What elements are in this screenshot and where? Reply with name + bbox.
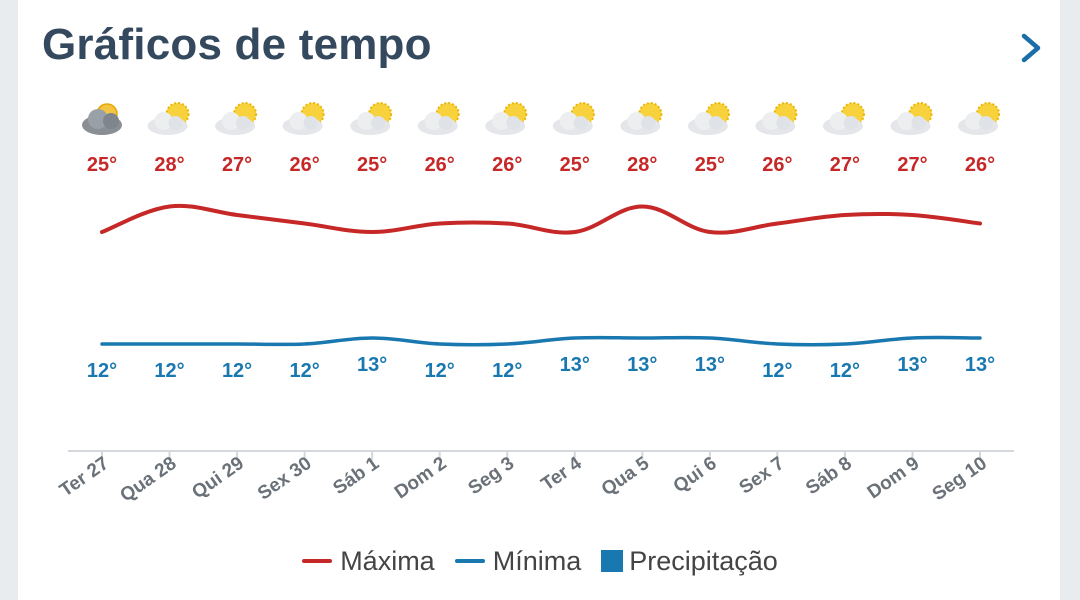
legend-item-max[interactable]: Máxima — [302, 546, 435, 577]
partly-sunny-icon — [687, 102, 730, 135]
legend-swatch-min — [454, 559, 485, 563]
max-temp-label: 25° — [560, 154, 590, 176]
max-series-line — [100, 203, 982, 235]
max-temp-label: 25° — [695, 154, 725, 176]
partly-sunny-icon — [755, 102, 798, 135]
x-tick-label: Qua 28 — [116, 453, 180, 507]
chart-legend: Máxima Mínima Precipitação — [0, 540, 1080, 582]
min-temp-label: 12° — [87, 360, 117, 382]
min-temp-label: 13° — [897, 354, 927, 376]
legend-label-max: Máxima — [340, 545, 435, 576]
x-tick-label: Sex 30 — [254, 453, 315, 505]
chevron-right-icon[interactable] — [1014, 30, 1048, 66]
max-temp-label: 27° — [222, 154, 252, 176]
partly-sunny-icon — [417, 102, 460, 135]
min-temp-label: 13° — [357, 354, 387, 376]
min-temp-label: 12° — [425, 360, 455, 382]
max-temp-label: 28° — [627, 154, 657, 176]
max-temp-label: 26° — [762, 154, 792, 176]
max-temp-label: 26° — [289, 154, 319, 176]
max-temp-label: 27° — [830, 154, 860, 176]
max-temp-label: 26° — [492, 154, 522, 176]
x-tick-label: Sáb 1 — [329, 453, 383, 500]
min-temp-label: 12° — [830, 360, 860, 382]
max-temp-label: 28° — [154, 154, 184, 176]
min-temp-label: 12° — [154, 360, 184, 382]
cloudy-sun-icon — [82, 103, 122, 135]
x-tick-label: Sex 7 — [736, 453, 789, 499]
partly-sunny-icon — [147, 102, 190, 135]
x-tick-label: Dom 9 — [864, 453, 924, 504]
x-tick-label: Qua 5 — [598, 453, 654, 501]
min-temp-label: 12° — [289, 360, 319, 382]
max-temp-label: 26° — [965, 154, 995, 176]
partly-sunny-icon — [215, 102, 258, 135]
min-series-line — [100, 335, 982, 347]
x-tick-label: Dom 2 — [391, 453, 451, 504]
min-temp-label: 13° — [560, 354, 590, 376]
min-temp-label: 13° — [627, 354, 657, 376]
partly-sunny-icon — [890, 102, 933, 135]
page-title: Gráficos de tempo — [42, 20, 432, 69]
legend-item-precip[interactable]: Precipitação — [601, 546, 778, 577]
max-temp-label: 26° — [425, 154, 455, 176]
partly-sunny-icon — [282, 102, 325, 135]
x-tick-label: Qui 29 — [188, 453, 248, 504]
partly-sunny-icon — [958, 102, 1000, 135]
x-tick-label: Qui 6 — [670, 453, 721, 497]
min-temp-label: 13° — [695, 354, 725, 376]
legend-label-min: Mínima — [492, 545, 582, 576]
legend-item-min[interactable]: Mínima — [454, 545, 582, 577]
partly-sunny-icon — [552, 102, 595, 135]
min-temp-label: 12° — [492, 360, 522, 382]
x-tick-label: Seg 3 — [465, 453, 519, 499]
partly-sunny-icon — [350, 102, 393, 135]
legend-swatch-precip — [601, 550, 624, 572]
weather-chart-card: Gráficos de tempo — [18, 0, 1060, 600]
partly-sunny-icon — [822, 102, 865, 135]
x-tick-label: Ter 27 — [56, 453, 113, 502]
x-tick-label: Seg 10 — [929, 453, 991, 505]
x-tick-label: Sáb 8 — [802, 453, 856, 499]
temperature-chart: 25° 28° 27° 26° 25° 26° 26° 25° 28° 25° 26° 27° 27° 2… — [56, 102, 1014, 507]
partly-sunny-icon — [620, 102, 663, 135]
partly-sunny-icon — [485, 102, 528, 135]
x-tick-label: Ter 4 — [538, 453, 586, 496]
legend-swatch-max — [302, 559, 333, 563]
max-temp-label: 25° — [87, 154, 117, 176]
min-temp-label: 12° — [762, 360, 792, 382]
legend-label-precip: Precipitação — [629, 545, 778, 576]
min-temp-label: 13° — [965, 354, 995, 376]
min-temp-label: 12° — [222, 360, 252, 382]
max-temp-label: 27° — [897, 154, 927, 176]
max-temp-label: 25° — [357, 154, 387, 176]
